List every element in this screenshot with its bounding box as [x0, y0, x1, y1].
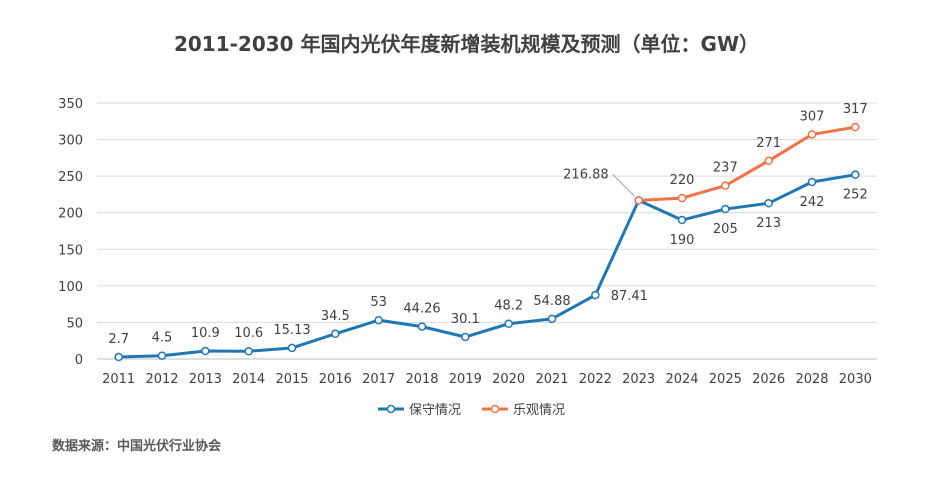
- data-labels: 2.7 4.5 10.9 10.6 15.13 34.5 53 44.26 30.1 48.2 54…: [108, 102, 867, 347]
- x-tick-label: 2020: [492, 372, 525, 387]
- x-tick-label: 2026: [752, 372, 785, 387]
- x-tick-label: 2022: [579, 372, 612, 387]
- x-tick-label: 2023: [622, 372, 655, 387]
- legend-marker: [386, 404, 396, 414]
- data-point: [287, 343, 297, 353]
- data-label: 87.41: [611, 289, 648, 304]
- data-label: 2.7: [108, 332, 129, 347]
- data-label: 317: [843, 102, 868, 117]
- y-tick-label: 100: [58, 280, 83, 295]
- x-tick-label: 2025: [709, 372, 742, 387]
- data-point: [764, 198, 773, 208]
- x-tick-label: 2030: [839, 372, 872, 387]
- data-label: 237: [713, 161, 738, 176]
- legend: 保守情况 乐观情况: [378, 403, 565, 418]
- gridlines: [97, 102, 877, 323]
- legend-label: 保守情况: [409, 403, 461, 418]
- data-point: [634, 196, 643, 205]
- x-tick-label: 2012: [145, 372, 178, 387]
- data-label: 10.9: [191, 326, 220, 341]
- data-label: 213: [756, 216, 781, 231]
- x-tick-label: 2018: [405, 372, 438, 387]
- source-note: 数据来源：中国光伏行业协会: [52, 439, 222, 454]
- data-label: 271: [756, 136, 781, 151]
- data-label: 54.88: [533, 294, 570, 309]
- data-point: [764, 156, 773, 166]
- x-tick-label: 2011: [102, 372, 135, 387]
- data-label: 242: [800, 195, 825, 210]
- data-label: 205: [713, 222, 738, 237]
- series-line-1: [638, 125, 856, 202]
- data-point: [851, 122, 860, 132]
- data-point: [114, 352, 123, 362]
- data-point: [157, 351, 167, 360]
- axes: 0 50 100 150 200 250 300 350 2011 2012 2013 2014 201…: [58, 97, 877, 387]
- data-label: 252: [843, 188, 868, 203]
- leader-line: [612, 174, 636, 197]
- data-label: 307: [800, 109, 825, 124]
- data-label: 15.13: [273, 323, 310, 338]
- data-label: 216.88: [563, 167, 609, 182]
- data-label: 30.1: [451, 312, 480, 327]
- legend-marker: [490, 404, 500, 414]
- x-tick-label: 2021: [535, 372, 568, 387]
- y-tick-label: 250: [58, 170, 83, 185]
- x-tick-label: 2016: [319, 372, 352, 387]
- data-label: 34.5: [321, 309, 350, 324]
- x-tick-label: 2017: [362, 372, 395, 387]
- data-point: [807, 177, 817, 187]
- series: [114, 122, 860, 362]
- data-label: 48.2: [494, 299, 523, 314]
- data-point: [591, 290, 600, 300]
- data-point: [374, 315, 383, 325]
- x-tick-label: 2015: [275, 372, 308, 387]
- data-point: [677, 193, 687, 203]
- data-point: [244, 346, 253, 356]
- data-label: 4.5: [152, 331, 173, 346]
- data-point: [504, 319, 513, 328]
- data-point: [851, 170, 860, 179]
- data-point: [201, 346, 210, 356]
- y-tick-label: 50: [66, 316, 83, 331]
- legend-label: 乐观情况: [513, 403, 565, 418]
- data-point: [461, 332, 470, 342]
- data-point: [721, 204, 730, 214]
- data-point: [807, 130, 817, 139]
- data-point: [331, 329, 340, 339]
- x-tick-label: 2024: [665, 372, 698, 387]
- data-label: 53: [370, 295, 387, 310]
- data-label: 190: [670, 233, 695, 248]
- data-point: [417, 322, 427, 331]
- data-label: 10.6: [234, 326, 263, 341]
- series-line-0: [118, 173, 856, 359]
- y-tick-label: 150: [58, 243, 83, 258]
- x-tick-label: 2014: [232, 372, 265, 387]
- data-label: 44.26: [403, 302, 440, 317]
- chart-title: 2011-2030 年国内光伏年度新增装机规模及预测（单位：GW）: [173, 32, 760, 56]
- y-tick-label: 0: [75, 353, 83, 368]
- data-point: [677, 215, 687, 225]
- data-point: [547, 314, 557, 324]
- x-tick-label: 2028: [795, 372, 828, 387]
- x-tick-label: 2019: [449, 372, 482, 387]
- data-label: 220: [670, 173, 695, 188]
- y-tick-label: 300: [58, 134, 83, 149]
- data-point: [721, 181, 730, 190]
- x-tick-label: 2013: [189, 372, 222, 387]
- y-tick-label: 200: [58, 207, 83, 222]
- y-tick-label: 350: [58, 97, 83, 112]
